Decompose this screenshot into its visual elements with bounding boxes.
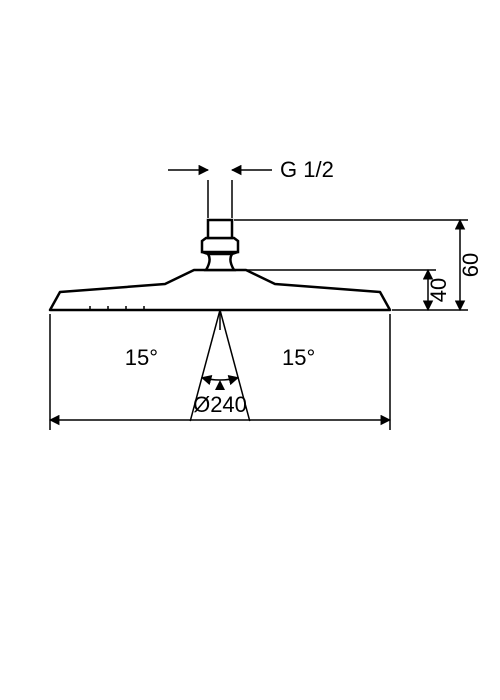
diameter-label: Ø240 — [193, 392, 247, 417]
height-outer-label: 60 — [458, 253, 483, 277]
angle-left-label: 15° — [125, 345, 158, 370]
angle-right-label: 15° — [282, 345, 315, 370]
technical-drawing: 15° 15° Ø240 G 1/2 40 60 — [0, 0, 500, 700]
thread-label: G 1/2 — [280, 157, 334, 182]
height-inner-label: 40 — [426, 278, 451, 302]
